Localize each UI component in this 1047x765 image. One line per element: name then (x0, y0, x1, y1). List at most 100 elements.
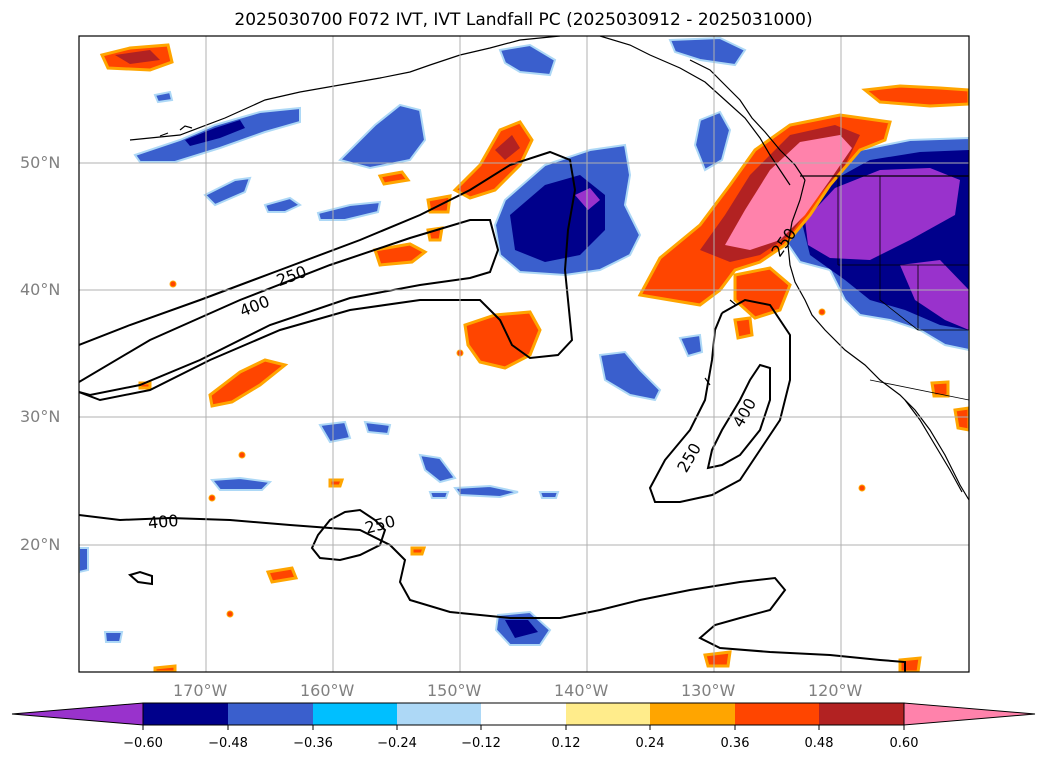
positive-anomaly-blob (265, 566, 299, 584)
negative-anomaly-blob (453, 484, 519, 499)
alaska-gulf-coastline (599, 36, 791, 186)
positive-anomaly-blob (861, 84, 969, 108)
colorbar-frame (142, 702, 905, 726)
positive-anomaly-blob (373, 242, 428, 267)
negative-anomaly-blob (263, 196, 302, 213)
colorbar-bin (313, 703, 397, 725)
contour-250-coast (648, 298, 791, 503)
positive-anomaly-blob (410, 546, 427, 556)
contour-250-small (127, 570, 153, 586)
colorbar-extend-high (903, 702, 1036, 726)
map-frame (78, 35, 970, 673)
negative-anomaly-blob (678, 333, 704, 358)
negative-anomaly-blob (363, 420, 392, 436)
colorbar-bin (819, 703, 904, 725)
negative-anomaly-blob (153, 90, 174, 104)
negative-anomaly-peak (805, 168, 960, 260)
negative-anomaly-blob (693, 110, 732, 172)
lat-tick-label: 40°N (20, 280, 61, 299)
colorbar-bin (228, 703, 313, 725)
positive-anomaly-blob (733, 316, 754, 340)
colorbar-tick-label: 0.60 (889, 736, 919, 751)
negative-anomaly-blob (598, 350, 662, 402)
contour-250-hawaii (310, 508, 387, 562)
colorbar-tick-label: −0.60 (123, 736, 163, 751)
baja-coastline (904, 399, 963, 493)
colorbar-bin (397, 703, 481, 725)
colorbar-tick-label: −0.12 (461, 736, 501, 751)
contour-label: 400 (147, 511, 179, 533)
positive-anomaly-peak (725, 135, 852, 250)
negative-anomaly-blob (79, 547, 89, 574)
bc-coastline (689, 59, 806, 181)
contour-400-coast (706, 363, 771, 470)
colorbar-tick-label: −0.24 (377, 736, 417, 751)
negative-anomaly-blob (538, 491, 560, 499)
lon-tick-label: 170°W (173, 681, 228, 700)
colorbar-tick-label: −0.48 (208, 736, 248, 751)
colorbar-ticks (142, 725, 905, 730)
alaska-coastline (129, 36, 561, 141)
colorbar-tick-label: 0.36 (720, 736, 750, 751)
colorbar-tick-label: 0.24 (635, 736, 665, 751)
negative-anomaly-blob (498, 43, 557, 77)
contour-250-north (79, 150, 577, 402)
positive-anomaly-mid (115, 50, 160, 64)
positive-anomaly-dot (208, 494, 216, 502)
colorbar-tick-label: −0.36 (293, 736, 333, 751)
colorbar-bin (481, 703, 566, 725)
map-title: 2025030700 F072 IVT, IVT Landfall PC (20… (234, 10, 813, 30)
negative-anomaly-core (505, 620, 538, 638)
lat-tick-label: 20°N (20, 535, 61, 554)
positive-anomaly-dot (858, 484, 866, 492)
lon-tick-label: 140°W (554, 681, 609, 700)
colorbar-tick-label: 0.48 (804, 736, 834, 751)
positive-anomaly-blob (953, 406, 969, 432)
colorbar-extend-low (11, 702, 144, 726)
colorbar-bin (566, 703, 650, 725)
us-west-coastline (787, 179, 969, 501)
lat-tick-label: 50°N (20, 153, 61, 172)
coastlines (129, 36, 969, 501)
lat-tick-label: 30°N (20, 407, 61, 426)
positive-anomaly-dot (818, 308, 826, 316)
negative-anomaly-blob (318, 420, 352, 444)
map-panel: 250 400 250 400 250 400 250 (79, 36, 969, 672)
positive-anomaly-blob (377, 170, 411, 186)
lon-tick-label: 130°W (681, 681, 736, 700)
colorbar-tick-label: 0.12 (551, 736, 581, 751)
negative-anomaly-peak (900, 260, 969, 330)
positive-anomaly-blob (208, 358, 289, 408)
positive-anomaly-dot (226, 610, 234, 618)
island-coastline (159, 125, 737, 386)
positive-anomaly-dot (169, 280, 177, 288)
negative-anomaly-regions (79, 36, 969, 646)
positive-anomaly-blob (703, 650, 732, 668)
negative-anomaly-blob (428, 491, 450, 499)
colorbar-bin (143, 703, 228, 725)
lon-tick-label: 150°W (427, 681, 482, 700)
colorbar (11, 702, 1036, 730)
positive-anomaly-blob (898, 656, 922, 672)
lon-tick-label: 160°W (300, 681, 355, 700)
positive-anomaly-blob (733, 266, 792, 320)
negative-anomaly-blob (203, 176, 252, 207)
contour-400-north (79, 219, 500, 397)
state-border (837, 176, 969, 331)
positive-anomaly-blob (153, 664, 177, 672)
negative-anomaly-blob (338, 103, 427, 170)
mexico-border (869, 379, 969, 401)
positive-anomaly-blob (328, 478, 345, 488)
negative-anomaly-blob (103, 631, 124, 643)
negative-anomaly-core (185, 120, 245, 146)
negative-anomaly-blob (210, 476, 273, 491)
negative-anomaly-blob (418, 453, 457, 484)
positive-anomaly-blob (463, 310, 542, 370)
colorbar-bin (650, 703, 735, 725)
negative-anomaly-blob (668, 36, 747, 67)
ivt-contours (79, 150, 906, 672)
graticule (79, 36, 969, 672)
lon-tick-label: 120°W (808, 681, 863, 700)
colorbar-bin (735, 703, 819, 725)
